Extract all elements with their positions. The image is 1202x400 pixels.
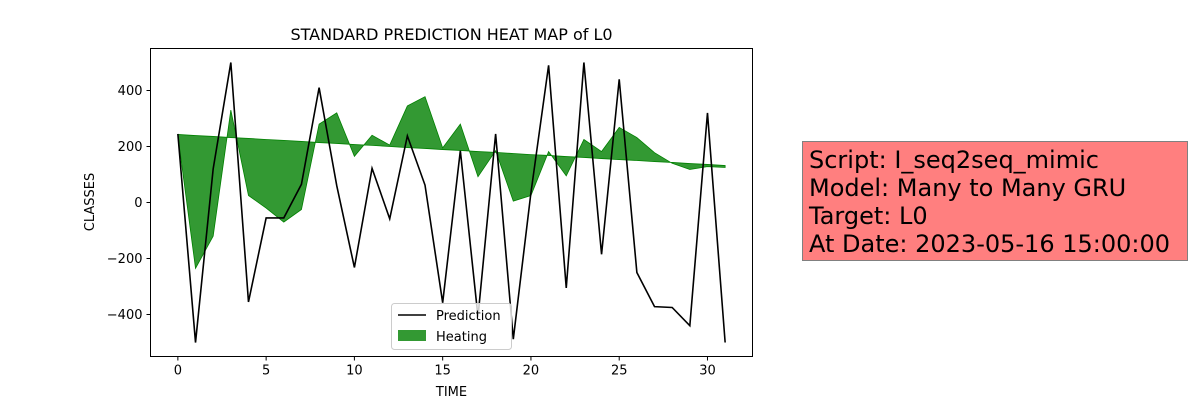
x-tick-label: 20 — [523, 364, 540, 379]
x-tick-label: 30 — [699, 364, 716, 379]
legend-prediction-label: Prediction — [436, 309, 501, 324]
prediction-line — [177, 62, 726, 343]
heating-area — [177, 96, 726, 270]
x-axis-label: TIME — [435, 385, 467, 400]
legend-heating-label: Heating — [436, 330, 487, 345]
y-tick-label: 400 — [118, 84, 143, 99]
info-target: Target: L0 — [809, 202, 928, 230]
y-axis-label: CLASSES — [83, 173, 98, 231]
y-axis: −400 −200 0 200 400 — [107, 84, 151, 323]
x-tick-label: 10 — [346, 364, 363, 379]
legend-heating-swatch — [398, 330, 426, 341]
info-box: Script: I_seq2seq_mimic Model: Many to M… — [802, 141, 1188, 261]
prediction-layer — [177, 62, 726, 343]
info-date: At Date: 2023-05-16 15:00:00 — [809, 230, 1171, 258]
info-script: Script: I_seq2seq_mimic — [809, 146, 1099, 174]
y-tick-label: −400 — [107, 308, 143, 323]
y-tick-label: 200 — [118, 140, 143, 155]
x-tick-label: 5 — [262, 364, 270, 379]
x-tick-label: 0 — [174, 364, 182, 379]
legend: Prediction Heating — [391, 303, 512, 350]
x-axis: 0 5 10 15 20 25 30 — [174, 356, 716, 379]
info-model: Model: Many to Many GRU — [809, 174, 1127, 202]
chart-title: STANDARD PREDICTION HEAT MAP of L0 — [290, 25, 612, 44]
x-tick-label: 25 — [611, 364, 628, 379]
y-tick-label: 0 — [134, 196, 142, 211]
heating-layer — [177, 96, 726, 270]
x-tick-label: 15 — [434, 364, 451, 379]
y-tick-label: −200 — [107, 252, 143, 267]
